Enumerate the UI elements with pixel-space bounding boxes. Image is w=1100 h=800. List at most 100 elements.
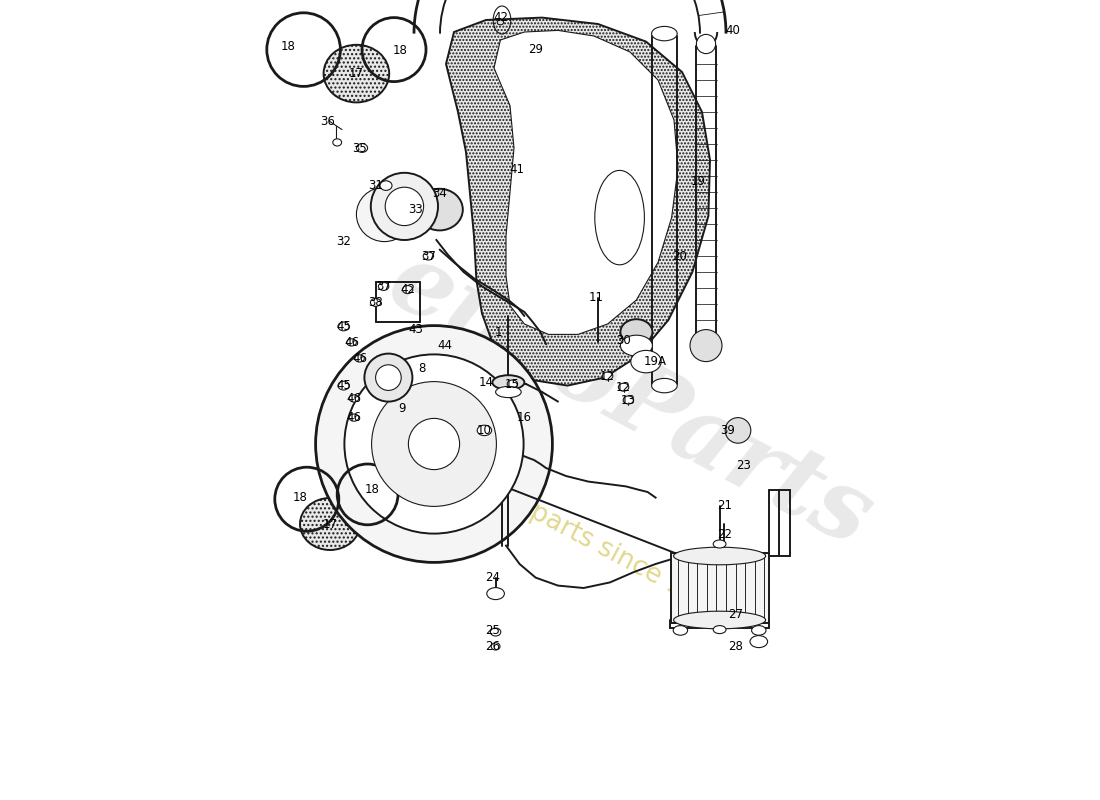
Ellipse shape — [624, 396, 634, 404]
Text: 11: 11 — [588, 291, 604, 304]
Ellipse shape — [349, 414, 359, 421]
Ellipse shape — [603, 372, 613, 380]
Text: 19A: 19A — [645, 355, 667, 368]
Circle shape — [696, 34, 716, 54]
Circle shape — [690, 330, 722, 362]
Circle shape — [408, 418, 460, 470]
Text: 46: 46 — [346, 411, 362, 424]
Ellipse shape — [417, 189, 463, 230]
Text: 41: 41 — [509, 163, 524, 176]
Ellipse shape — [595, 170, 645, 265]
Polygon shape — [446, 18, 710, 386]
Text: 40: 40 — [725, 24, 740, 37]
Ellipse shape — [493, 375, 525, 390]
Text: 31: 31 — [368, 179, 383, 192]
Text: 38: 38 — [368, 296, 383, 309]
Text: 12: 12 — [601, 370, 615, 382]
Ellipse shape — [620, 335, 652, 356]
Ellipse shape — [673, 547, 766, 565]
Ellipse shape — [487, 587, 505, 600]
Text: 18: 18 — [365, 483, 380, 496]
Ellipse shape — [349, 394, 359, 402]
Ellipse shape — [379, 181, 392, 190]
Ellipse shape — [356, 144, 367, 152]
Text: 27: 27 — [728, 608, 744, 621]
Text: 24: 24 — [485, 571, 499, 584]
Text: 42: 42 — [493, 11, 508, 24]
Text: 33: 33 — [408, 203, 424, 216]
Text: 14: 14 — [478, 376, 494, 389]
Ellipse shape — [403, 286, 412, 294]
Text: 15: 15 — [505, 378, 520, 390]
Circle shape — [371, 173, 438, 240]
Text: 23: 23 — [736, 459, 751, 472]
Ellipse shape — [507, 380, 518, 388]
Text: 13: 13 — [621, 394, 636, 406]
Ellipse shape — [497, 20, 504, 25]
Circle shape — [725, 418, 751, 443]
Circle shape — [385, 187, 424, 226]
Text: 18: 18 — [393, 44, 408, 57]
Text: a passion for parts since 1985: a passion for parts since 1985 — [367, 415, 733, 625]
Circle shape — [372, 382, 496, 506]
Text: 17: 17 — [322, 518, 338, 530]
Text: 37: 37 — [376, 280, 390, 293]
Polygon shape — [494, 30, 678, 334]
Ellipse shape — [673, 626, 688, 635]
Text: 18: 18 — [280, 40, 296, 53]
Text: 45: 45 — [337, 320, 351, 333]
Ellipse shape — [751, 626, 766, 635]
Ellipse shape — [713, 540, 726, 548]
Ellipse shape — [338, 322, 349, 331]
Ellipse shape — [346, 339, 356, 346]
Circle shape — [364, 354, 412, 402]
Text: 19: 19 — [691, 175, 705, 188]
Text: 21: 21 — [717, 499, 732, 512]
Ellipse shape — [355, 354, 364, 362]
Ellipse shape — [618, 383, 629, 391]
Ellipse shape — [477, 426, 492, 435]
Ellipse shape — [300, 498, 360, 550]
Text: 34: 34 — [432, 187, 447, 200]
Ellipse shape — [323, 45, 389, 102]
Text: 44: 44 — [437, 339, 452, 352]
Ellipse shape — [378, 282, 388, 290]
Text: 28: 28 — [728, 640, 743, 653]
Text: 10: 10 — [477, 424, 492, 437]
Ellipse shape — [424, 252, 433, 260]
Ellipse shape — [651, 378, 678, 393]
FancyBboxPatch shape — [671, 553, 769, 623]
Text: 45: 45 — [337, 379, 351, 392]
Text: 43: 43 — [408, 323, 424, 336]
Text: 22: 22 — [717, 528, 732, 541]
Text: 8: 8 — [418, 362, 426, 374]
Text: 12: 12 — [616, 381, 631, 394]
Ellipse shape — [673, 611, 766, 629]
Text: 46: 46 — [346, 392, 362, 405]
Text: 25: 25 — [485, 624, 499, 637]
Text: 16: 16 — [517, 411, 532, 424]
Circle shape — [375, 365, 402, 390]
Text: 9: 9 — [398, 402, 406, 414]
Text: 30: 30 — [616, 334, 631, 346]
Text: 18: 18 — [293, 491, 308, 504]
Text: 46: 46 — [352, 352, 367, 365]
Text: 39: 39 — [720, 424, 735, 437]
Text: 46: 46 — [344, 336, 359, 349]
Text: 36: 36 — [320, 115, 336, 128]
Ellipse shape — [651, 26, 678, 41]
Text: 26: 26 — [485, 640, 499, 653]
Text: 20: 20 — [672, 250, 688, 262]
Ellipse shape — [333, 139, 342, 146]
Circle shape — [344, 354, 524, 534]
Polygon shape — [388, 190, 437, 224]
Text: 32: 32 — [337, 235, 351, 248]
Ellipse shape — [356, 187, 412, 242]
Text: euroParts: euroParts — [373, 234, 888, 566]
Ellipse shape — [338, 381, 349, 390]
Ellipse shape — [750, 635, 768, 648]
Ellipse shape — [496, 386, 521, 398]
Ellipse shape — [630, 350, 661, 373]
Text: 37: 37 — [421, 250, 436, 262]
Text: 17: 17 — [349, 67, 364, 80]
